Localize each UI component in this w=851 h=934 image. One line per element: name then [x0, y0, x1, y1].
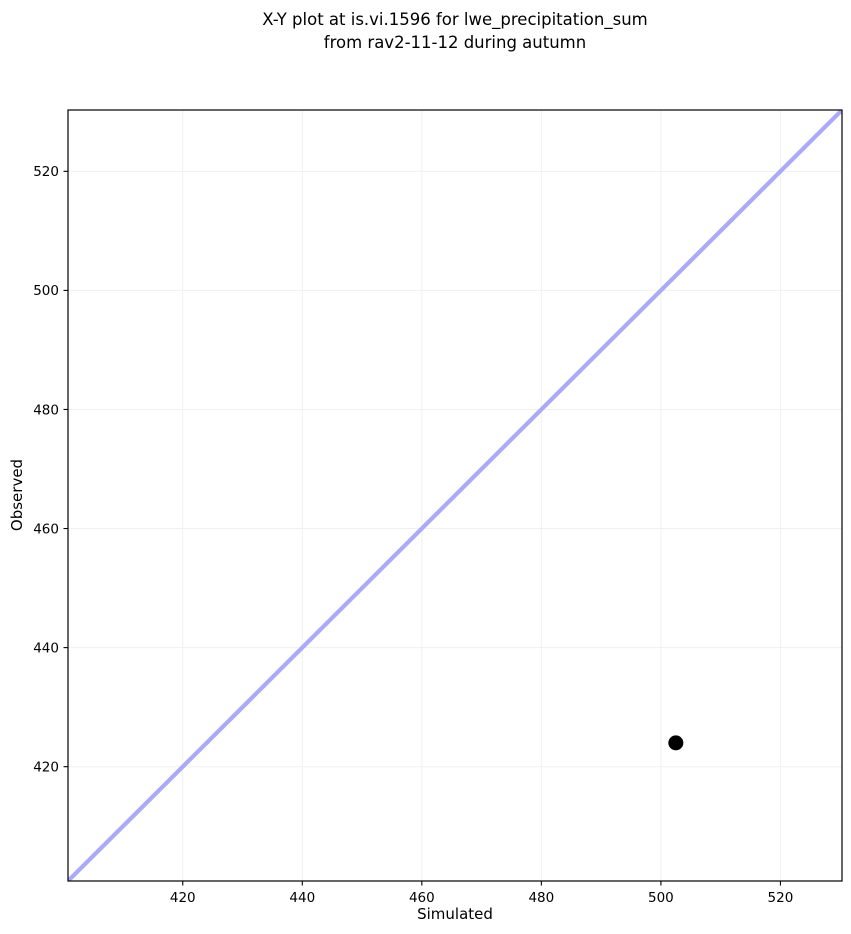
y-tick-label: 440 — [33, 640, 59, 656]
x-tick-label: 500 — [648, 890, 674, 906]
x-tick-label: 480 — [528, 890, 554, 906]
chart-title: X-Y plot at is.vi.1596 for lwe_precipita… — [262, 10, 648, 52]
x-tick-label: 520 — [768, 890, 794, 906]
x-tick-label: 420 — [170, 890, 196, 906]
identity-line — [68, 110, 842, 881]
data-point — [668, 735, 684, 751]
y-tick-label: 520 — [33, 164, 59, 180]
plot-border — [67, 109, 843, 882]
y-axis-label: Observed — [8, 458, 26, 532]
x-tick-label: 440 — [289, 890, 315, 906]
y-tick-label: 460 — [33, 521, 59, 537]
y-tick-label: 500 — [33, 283, 59, 299]
x-axis-label: Simulated — [417, 905, 493, 923]
x-tick-label: 460 — [409, 890, 435, 906]
y-tick-label: 420 — [33, 759, 59, 775]
y-tick-label: 480 — [33, 402, 59, 418]
